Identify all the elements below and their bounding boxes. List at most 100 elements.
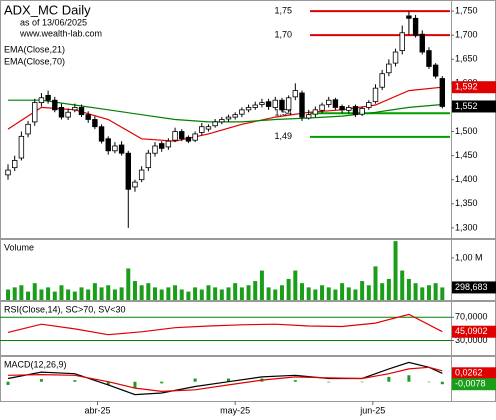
y-tick-label: 30,0000: [455, 335, 488, 345]
chart-subtitle: as of 13/06/2025: [20, 17, 87, 27]
candle-body: [152, 145, 158, 154]
histogram-bar: [427, 381, 431, 383]
volume-bar: [199, 289, 204, 300]
volume-bar: [386, 278, 391, 300]
volume-bar: [246, 285, 251, 300]
value-marker: [452, 100, 496, 113]
volume-bar: [12, 287, 17, 300]
candle-body: [38, 97, 45, 104]
volume-bar: [426, 285, 431, 300]
volume-bar: [266, 287, 271, 300]
histogram-bar: [73, 380, 77, 382]
plot-area: [5, 10, 450, 228]
volume-bar: [340, 283, 345, 300]
volume-bar: [79, 287, 84, 300]
volume-bar: [406, 278, 411, 300]
value-marker-label: 45,0902: [455, 326, 488, 336]
value-marker: [452, 367, 496, 380]
volume-bar: [66, 289, 71, 300]
level-label: 1,54: [274, 108, 292, 118]
candle-body: [366, 102, 372, 108]
y-tick-label: 1,00 M: [455, 252, 483, 262]
volume-bar: [259, 270, 264, 300]
plot-area: [6, 241, 445, 300]
volume-bar: [146, 283, 151, 300]
volume-bar: [59, 285, 64, 300]
candle-body: [125, 152, 131, 190]
y-tick-label: 1,650: [455, 54, 478, 64]
candle-body: [85, 114, 91, 120]
candle-body: [426, 50, 432, 67]
candle-body: [392, 51, 399, 64]
volume-bar: [173, 285, 178, 300]
histogram-bar: [106, 381, 110, 385]
x-tick-label: jun-25: [359, 405, 385, 415]
y-tick-label: 1,400: [455, 174, 478, 184]
volume-bar: [153, 287, 158, 300]
volume-bar: [440, 287, 445, 300]
volume-bar: [106, 285, 111, 300]
volume-bar: [333, 289, 338, 300]
volume-bar: [186, 291, 191, 300]
volume-bar: [219, 289, 224, 300]
value-marker: [452, 378, 496, 391]
volume-bar: [213, 287, 218, 300]
volume-bar: [92, 283, 97, 300]
histogram-bar: [407, 375, 411, 382]
volume-bar: [139, 285, 144, 300]
candle-body: [118, 144, 125, 154]
candle-body: [192, 133, 198, 141]
volume-bar: [360, 281, 365, 300]
volume-bar: [400, 270, 405, 300]
panel-title: RSI(Close,14), SC>70, SV<30: [4, 304, 126, 314]
level-label: 1,70: [274, 30, 292, 40]
candle-body: [359, 108, 365, 115]
candle-body: [326, 99, 332, 105]
candle-body: [412, 17, 419, 36]
indicator-line: [8, 99, 443, 123]
volume-bar: [166, 287, 171, 300]
volume-bar: [300, 283, 305, 300]
volume-bar: [179, 289, 184, 300]
panel-title: Volume: [4, 242, 34, 252]
candle-body: [11, 160, 18, 169]
plot-area: [6, 361, 444, 396]
candle-body: [346, 107, 352, 111]
volume-bar: [19, 285, 24, 300]
y-tick-label: 1,350: [455, 198, 478, 208]
candle-body: [5, 169, 11, 176]
candle-body: [399, 32, 405, 51]
candle-body: [319, 104, 325, 111]
volume-bar: [226, 287, 231, 300]
candle-body: [265, 101, 272, 107]
value-marker: [452, 325, 496, 338]
candle-body: [419, 33, 425, 53]
volume-bar: [253, 281, 258, 300]
volume-bar: [52, 291, 57, 300]
candle-body: [165, 140, 172, 148]
candle-body: [78, 107, 85, 116]
candle-body: [25, 123, 31, 135]
y-tick-label: 1,450: [455, 150, 478, 160]
candle-body: [225, 116, 232, 120]
value-marker-label: -0,0078: [455, 379, 486, 389]
indicator-line: [7, 361, 443, 396]
volume-bar: [279, 285, 284, 300]
candle-body: [199, 126, 205, 133]
volume-bar: [233, 283, 238, 300]
candle-body: [386, 63, 392, 74]
volume-bar: [320, 285, 325, 300]
candle-body: [312, 109, 319, 115]
candle-body: [372, 87, 379, 103]
volume-bar: [393, 241, 398, 300]
candle-body: [52, 99, 58, 111]
candle-body: [219, 119, 225, 123]
volume-bar: [326, 287, 331, 300]
candle-body: [232, 114, 238, 118]
volume-bar: [346, 287, 351, 300]
volume-bar: [26, 291, 31, 300]
candle-body: [352, 106, 359, 116]
volume-bar: [46, 287, 51, 300]
